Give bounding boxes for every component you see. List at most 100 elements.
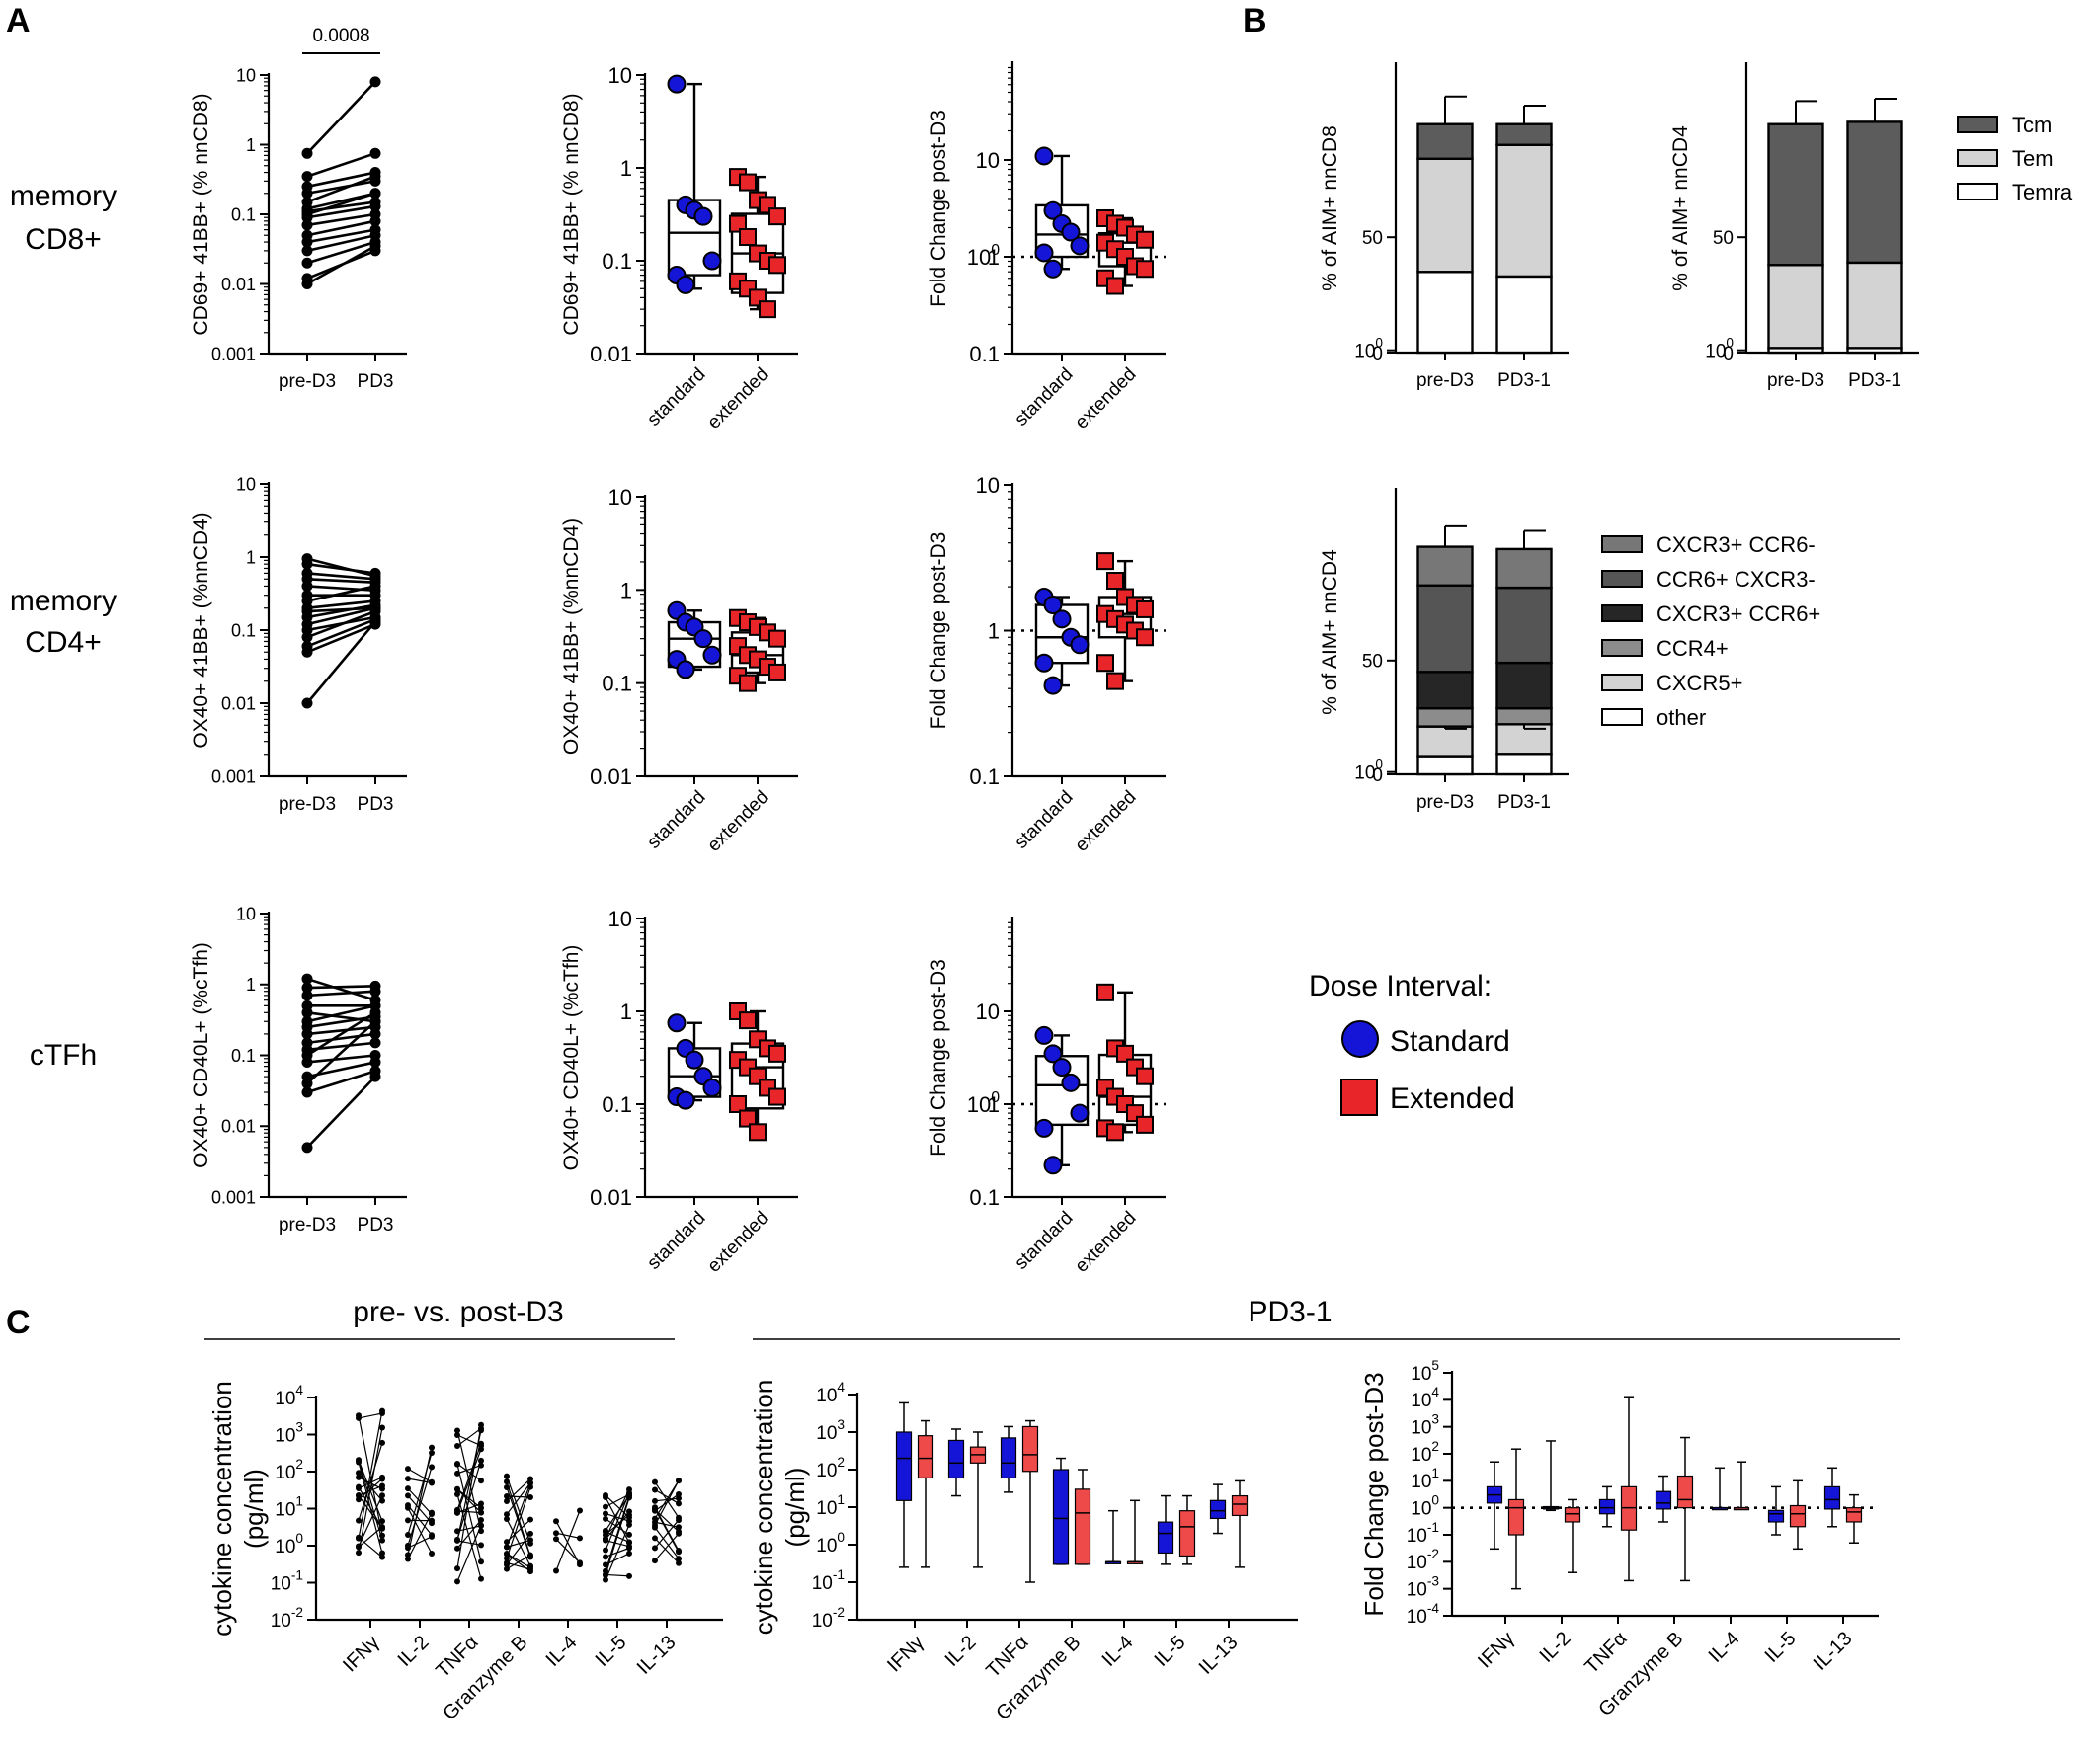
extended-point [1136, 1067, 1154, 1085]
x-tick-label: pre-D3 [279, 794, 336, 815]
pair-line [506, 1553, 531, 1568]
bar-segment [1416, 671, 1474, 710]
data-point [478, 1440, 484, 1447]
y-tick-label: 50 [1713, 228, 1734, 249]
data-point [454, 1460, 460, 1467]
pair-line [506, 1482, 531, 1548]
data-point [478, 1421, 484, 1428]
data-point [301, 558, 313, 570]
data-point [603, 1554, 608, 1560]
x-tick-label: pre-D3 [279, 371, 336, 392]
data-point [429, 1464, 435, 1471]
pair-line [456, 1525, 482, 1582]
standard-point [1070, 635, 1090, 655]
row-label-cd4-line2: CD4+ [25, 626, 102, 659]
y-tick-label: 105 [1411, 1358, 1439, 1385]
x-tick-label: PD3 [358, 794, 394, 815]
data-point [405, 1545, 411, 1552]
data-point [676, 1500, 682, 1507]
data-point [527, 1537, 533, 1544]
bar-segment [1416, 725, 1474, 758]
extended-point [768, 207, 786, 226]
extended-point [739, 674, 757, 692]
pair-line [456, 1464, 482, 1562]
pair-line [605, 1493, 630, 1508]
pair-line [358, 1410, 383, 1539]
chart-c1: 10-2 10-1 100 101 102 103 104 cytokine concentr… [207, 1381, 723, 1724]
data-point [301, 1056, 313, 1068]
y-tick-label: 103 [1411, 1412, 1439, 1439]
data-point [301, 1078, 313, 1089]
x-tick-label: pre-D3 [279, 1215, 336, 1236]
standard-point [693, 629, 713, 649]
data-point [454, 1491, 460, 1498]
pair-line [605, 1492, 630, 1551]
data-point [356, 1535, 362, 1542]
data-point [454, 1545, 460, 1552]
y-tick-label: 0 [1372, 765, 1383, 786]
data-point [405, 1466, 411, 1473]
standard-point [702, 645, 722, 665]
x-tick-label: TNFα [982, 1632, 1032, 1682]
panel-c-title-left: pre- vs. post-D3 [353, 1296, 563, 1328]
pair-line [358, 1537, 383, 1558]
y-tick-label: 101 [275, 1493, 303, 1520]
chart-r1-box: 0.01 0.1 1 10 CD69+ 41BB+ (% nnCD8) standarde… [560, 63, 798, 434]
extended-point [739, 173, 757, 192]
y-tick-label: 0.01 [221, 693, 256, 713]
data-point [369, 1071, 381, 1082]
extended-point [1096, 654, 1114, 673]
data-point [301, 236, 313, 248]
data-point [356, 1543, 362, 1550]
data-point [301, 1086, 313, 1098]
y-axis-label: CD69+ 41BB+ (% nnCD8) [560, 93, 583, 335]
data-point [553, 1518, 559, 1525]
pair-line [358, 1494, 383, 1530]
y-tick-label: 1 [620, 999, 632, 1024]
data-point [676, 1556, 682, 1562]
pair-line [306, 245, 376, 285]
data-point [478, 1500, 484, 1507]
standard-point [1034, 146, 1054, 166]
data-point [454, 1427, 460, 1434]
y-tick-label: 100 [967, 242, 1000, 270]
y-tick-label: 10 [976, 999, 1000, 1024]
y-tick-label: 0.001 [211, 766, 256, 786]
data-point [379, 1485, 385, 1492]
legend-label: CXCR3+ CCR6- [1656, 532, 1816, 557]
data-point [429, 1551, 435, 1558]
pair-line [306, 977, 376, 1001]
pair-line [306, 228, 376, 244]
data-point [652, 1522, 658, 1529]
bar-segment [1846, 120, 1903, 265]
standard-point [1043, 1156, 1063, 1175]
y-tick-label: 0.01 [221, 275, 256, 294]
y-axis-label: (pg/ml) [239, 1469, 269, 1549]
bar-segment [1767, 264, 1824, 350]
x-tick-label: IFNγ [1474, 1628, 1518, 1672]
data-point [652, 1504, 658, 1511]
y-axis-label: OX40+ 41BB+ (%nnCD4) [190, 512, 212, 748]
standard-box [1655, 1490, 1672, 1510]
data-point [626, 1572, 632, 1579]
data-point [356, 1457, 362, 1464]
data-point [369, 580, 381, 592]
y-tick-label: 0.01 [590, 342, 632, 366]
pair-line [456, 1434, 482, 1447]
pair-line [506, 1539, 531, 1548]
panel-label-b: B [1243, 2, 1267, 40]
standard-point [667, 74, 687, 94]
data-point [356, 1517, 362, 1524]
extended-point [1096, 552, 1114, 571]
data-point [301, 188, 313, 200]
standard-point [1034, 243, 1054, 263]
bar-segment [1846, 261, 1903, 350]
legend-swatch [1601, 570, 1643, 588]
data-point [356, 1492, 362, 1499]
pair-line [306, 1011, 376, 1057]
data-point [369, 76, 381, 88]
pair-line [407, 1494, 433, 1524]
chart-c2: 10-2 10-1 100 101 102 103 104 cytokine concentr… [749, 1380, 1298, 1724]
data-point [603, 1567, 608, 1574]
